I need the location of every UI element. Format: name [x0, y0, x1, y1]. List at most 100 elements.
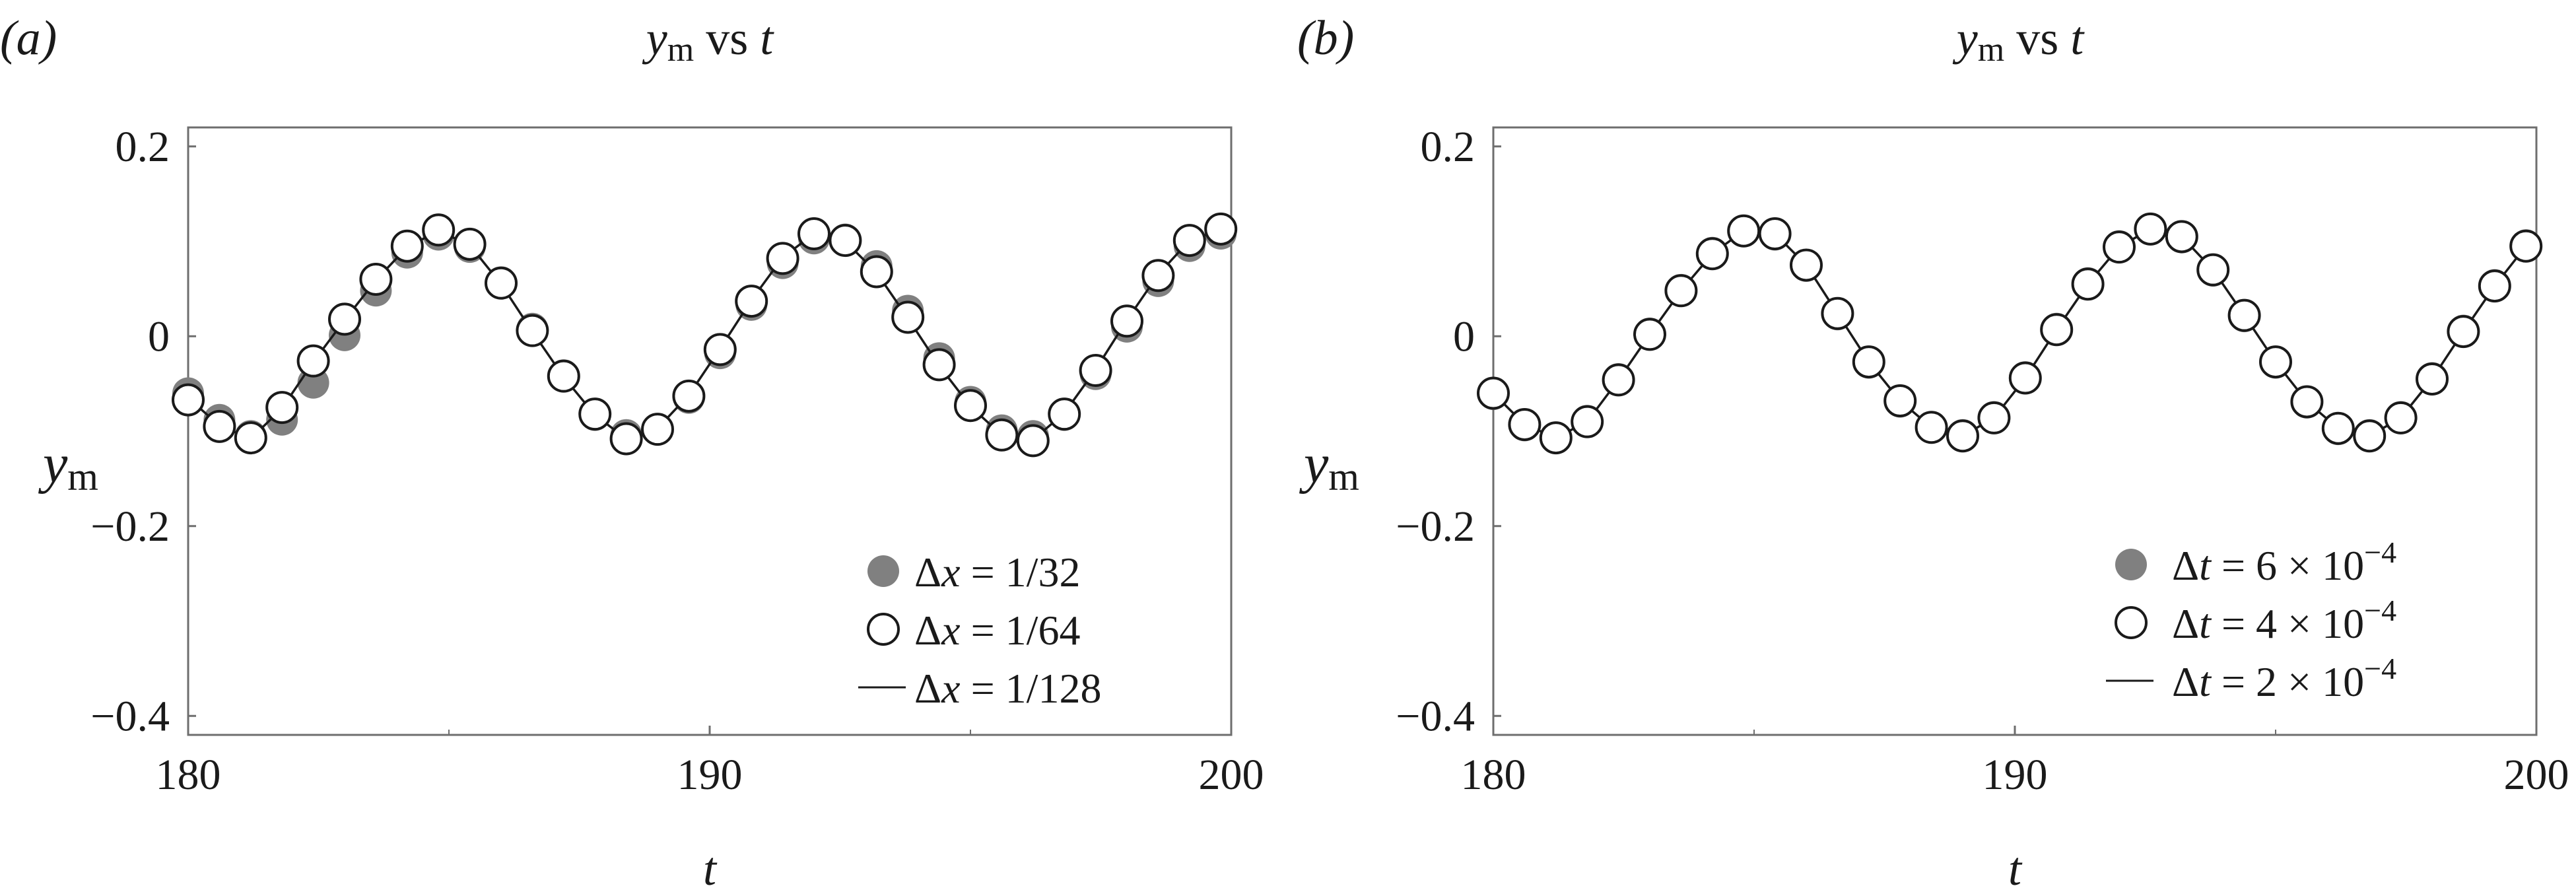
legend-label: Δx = 1/64 [914, 607, 1080, 654]
data-point-open [547, 359, 580, 393]
data-point-open [1508, 407, 1542, 441]
series-line [187, 228, 1221, 441]
panel-label: (b) [1297, 11, 1354, 65]
x-tick-label: 180 [156, 751, 221, 799]
data-point-open [1048, 397, 1081, 431]
x-axis-label: t [2008, 843, 2023, 895]
y-axis-ticks: 0.2 0 −0.2 −0.4 [90, 123, 196, 740]
data-point-open [1883, 384, 1917, 417]
legend-label: Δt = 6 × 10−4 [2172, 535, 2396, 589]
data-point-open [2103, 230, 2136, 264]
data-point-open [985, 418, 1019, 452]
data-point-open [1172, 224, 1206, 258]
data-point-open [390, 229, 424, 263]
data-point-open [1977, 401, 2011, 434]
data-point-open [1079, 354, 1112, 387]
data-point-open [1695, 237, 1729, 271]
data-point-open [2071, 267, 2105, 301]
x-tick-label: 200 [1199, 751, 1264, 799]
y-tick-label: −0.2 [90, 502, 170, 551]
chart-title: ym vs t [1952, 12, 2085, 69]
legend-label: Δx = 1/32 [914, 549, 1080, 596]
data-point-open [2134, 212, 2167, 246]
chart-panel-b: (b) ym vs t 0.20−0.2−0.4 180 190 200 ym t … [1297, 11, 2569, 895]
data-point-open [1016, 424, 1050, 458]
data-point-open [922, 348, 956, 382]
data-point-open [860, 255, 893, 289]
y-tick-label: 0.2 [1421, 123, 1475, 171]
data-point-open [2040, 313, 2074, 347]
panel-label: (a) [0, 11, 57, 65]
plot-marks [172, 212, 1238, 458]
plot-marks [1477, 212, 2543, 455]
data-point-open [797, 217, 830, 250]
legend-label: Δt = 2 × 10−4 [2172, 652, 2396, 705]
data-point-open [2290, 385, 2324, 419]
x-tick-label: 190 [1983, 751, 2048, 799]
y-tick-label: −0.4 [90, 692, 170, 740]
data-point-open [1204, 212, 1238, 246]
data-point-open [609, 422, 643, 456]
x-tick-label: 200 [2504, 751, 2569, 799]
x-tick-label: 190 [677, 751, 743, 799]
legend-marker-open [2115, 606, 2148, 639]
data-point-open [2227, 298, 2261, 332]
data-point-open [672, 379, 706, 413]
data-point-open [578, 397, 612, 431]
legend: Δx = 1/32 Δx = 1/64 Δx = 1/128 [858, 549, 1101, 712]
y-axis-label: ym [38, 433, 98, 499]
data-point-open [1821, 296, 1854, 330]
data-point-open [954, 389, 987, 423]
data-point-open [516, 314, 549, 347]
data-point-open [1633, 318, 1666, 351]
y-axis-ticks: 0.2 0 −0.2 −0.4 [1396, 123, 1501, 740]
data-point-open [1664, 274, 1698, 308]
data-point-open [2196, 253, 2230, 287]
data-point-open [703, 333, 737, 366]
data-point-open [422, 213, 456, 247]
data-point-open [891, 300, 925, 334]
data-point-open [1758, 217, 1792, 250]
data-point-open [1477, 376, 1510, 410]
data-point-open [2509, 229, 2543, 263]
data-point-open [1571, 405, 1604, 438]
y-axis-label: ym [1299, 433, 1359, 499]
data-point-open [2416, 362, 2449, 396]
data-point-open [766, 242, 799, 275]
data-point-open [1946, 419, 1979, 453]
legend-label: Δx = 1/128 [914, 665, 1101, 712]
legend: Δt = 6 × 10−4 Δt = 4 × 10−4 Δt = 2 × 10−… [2106, 535, 2396, 705]
data-point-open [829, 224, 862, 258]
chart-title: ym vs t [642, 12, 774, 69]
data-point-open [2478, 269, 2511, 303]
data-point-open [328, 302, 361, 336]
x-tick-label: 180 [1461, 751, 1526, 799]
data-point-open [641, 413, 674, 446]
data-point-open [296, 344, 330, 378]
legend-label: Δt = 4 × 10−4 [2172, 594, 2396, 647]
data-point-open [1790, 248, 1823, 282]
chart-panel-a: (a) ym vs t 0.20−0.2−0.4 180 190 200 ym t … [0, 11, 1264, 895]
legend-marker-filled [867, 555, 899, 587]
data-point-open [1727, 214, 1761, 248]
x-axis-ticks: 180 190 200 [1461, 726, 2569, 799]
data-point-open [2259, 345, 2292, 379]
data-point-open [2321, 411, 2355, 445]
legend-marker-open [867, 613, 900, 646]
x-axis-label: t [703, 843, 718, 895]
data-point-open [1852, 345, 1885, 379]
data-point-open [234, 421, 267, 455]
legend-marker-filled [2115, 549, 2147, 580]
y-tick-label: 0 [148, 312, 170, 361]
y-tick-label: 0 [1453, 312, 1475, 361]
data-point-open [2384, 401, 2418, 434]
data-point-open [453, 227, 487, 261]
data-point-open [1539, 421, 1573, 455]
data-point-open [172, 383, 205, 417]
data-point-open [2008, 361, 2042, 395]
data-point-open [1602, 363, 1635, 397]
data-point-open [2353, 419, 2387, 453]
data-point-open [359, 263, 393, 296]
